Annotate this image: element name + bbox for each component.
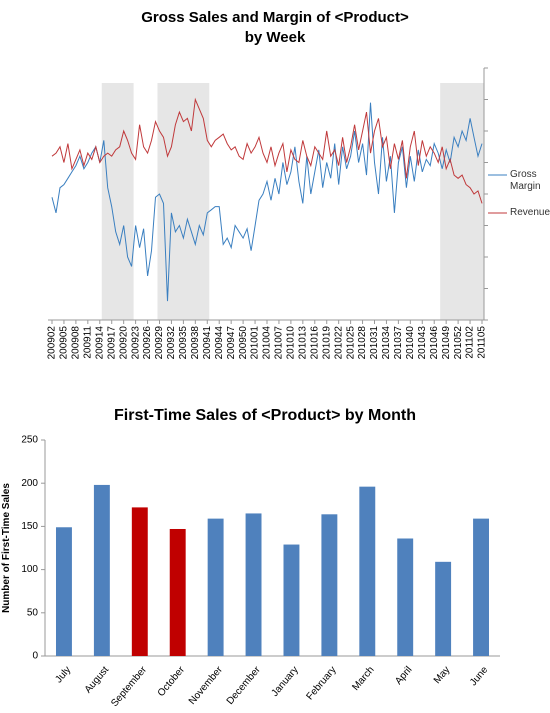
x-tick-label: 201105 [477, 326, 488, 359]
bar [169, 528, 186, 656]
x-tick-label: 200941 [202, 326, 213, 360]
y-tick-label: 100 [21, 564, 38, 575]
y-tick-label: 250 [21, 435, 38, 446]
x-tick-label: 200935 [178, 326, 189, 360]
shaded-region [101, 83, 134, 320]
x-tick-label: 201025 [345, 326, 356, 360]
bar [245, 513, 262, 656]
bar [359, 486, 376, 656]
x-tick-label: 200938 [190, 326, 201, 360]
x-tick-label: 200902 [47, 326, 58, 360]
bar [397, 538, 414, 656]
x-tick-label: 200929 [154, 326, 165, 360]
x-tick-label: 200914 [94, 326, 105, 360]
x-tick-label: 201052 [453, 326, 464, 360]
y-tick-label: 150 [21, 521, 38, 532]
x-tick-label: February [305, 665, 339, 703]
x-tick-label: March [350, 665, 376, 693]
x-tick-label: 201004 [262, 326, 273, 360]
x-tick-label: 201028 [357, 326, 368, 360]
x-tick-label: 201019 [321, 326, 332, 360]
x-tick-label: 200923 [130, 326, 141, 360]
x-tick-label: 201034 [381, 326, 392, 360]
line-series [51, 97, 483, 204]
x-tick-label: 201049 [441, 326, 452, 360]
bar [321, 514, 338, 656]
bar [283, 544, 300, 656]
x-tick-label: July [53, 665, 73, 686]
x-tick-label: April [393, 665, 414, 687]
x-tick-label: 201013 [297, 326, 308, 360]
y-axis-label: Number of First-Time Sales [1, 483, 12, 613]
bar [55, 527, 72, 656]
y-tick-label: 200 [21, 478, 38, 489]
x-tick-label: 200950 [238, 326, 249, 360]
y-tick-label: 0 [32, 651, 38, 662]
shaded-region [157, 83, 210, 320]
x-tick-label: 200920 [118, 326, 129, 360]
shaded-region [440, 83, 484, 320]
x-tick-label: 201037 [393, 326, 404, 360]
x-tick-label: 201102 [465, 326, 476, 359]
x-tick-label: 201016 [309, 326, 320, 360]
x-tick-label: 201022 [333, 326, 344, 360]
legend-label: Revenue [510, 207, 550, 218]
y-tick-label: 50 [27, 607, 39, 618]
x-tick-label: June [468, 664, 491, 688]
x-tick-label: September [109, 664, 149, 709]
line-series [51, 102, 483, 302]
x-tick-label: May [432, 665, 453, 687]
x-tick-label: December [225, 664, 264, 707]
x-tick-label: 200908 [71, 326, 82, 360]
x-tick-label: 200944 [214, 326, 225, 360]
chart-title: First-Time Sales of <Product> by Month [114, 407, 416, 424]
x-tick-label: 200947 [226, 326, 237, 360]
x-tick-label: 201040 [405, 326, 416, 360]
bar [473, 518, 490, 656]
x-tick-label: August [83, 664, 112, 695]
x-tick-label: 201007 [274, 326, 285, 360]
legend-label: Gross Margin [510, 169, 541, 192]
x-tick-label: 200917 [106, 326, 117, 360]
bar [131, 507, 148, 656]
x-tick-label: 200926 [142, 326, 153, 360]
x-tick-label: 201043 [417, 326, 428, 360]
x-tick-label: November [187, 664, 226, 707]
x-tick-label: 201010 [286, 326, 297, 360]
bar [207, 518, 224, 656]
chart-title: Gross Sales and Margin of <Product> by W… [141, 9, 409, 46]
x-tick-label: 200932 [166, 326, 177, 360]
x-tick-label: 201031 [369, 326, 380, 360]
x-tick-label: January [269, 665, 300, 699]
x-tick-label: 201046 [429, 326, 440, 360]
x-tick-label: 200905 [59, 326, 70, 360]
x-tick-label: 201001 [250, 326, 261, 360]
x-tick-label: October [156, 664, 188, 699]
x-tick-label: 200911 [82, 326, 93, 359]
bar [435, 561, 452, 656]
bar [93, 484, 110, 656]
